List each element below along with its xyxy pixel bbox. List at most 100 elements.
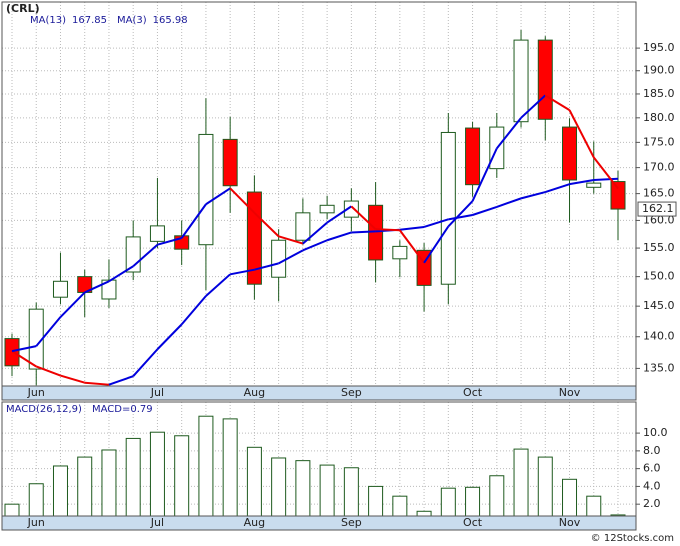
ma-line-segment bbox=[180, 203, 207, 239]
ma-line-segment bbox=[229, 187, 256, 214]
y-tick-label: 140.0 bbox=[643, 330, 675, 343]
ma-line-segment bbox=[520, 191, 546, 200]
ma-line-segment bbox=[278, 235, 304, 245]
candle-body bbox=[149, 225, 165, 242]
price-frame bbox=[1, 1, 637, 401]
ma-line-segment bbox=[60, 374, 86, 384]
macd-value: 0.79 bbox=[130, 404, 152, 415]
ma-line-segment bbox=[326, 231, 352, 242]
ma-line-segment bbox=[59, 291, 86, 318]
x-tick-label: Sep bbox=[341, 386, 362, 399]
candle-body bbox=[343, 200, 359, 218]
legend-value: 165.98 bbox=[153, 15, 188, 26]
ma-line-segment bbox=[35, 316, 62, 347]
ma-line-segment bbox=[350, 205, 377, 230]
x-tick-label: Aug bbox=[244, 386, 265, 399]
last-price-label: 162.1 bbox=[642, 202, 674, 215]
macd-bar bbox=[198, 415, 214, 517]
candle-body bbox=[319, 204, 335, 214]
macd-bar bbox=[149, 431, 165, 517]
ma-line-segment bbox=[156, 323, 183, 350]
legend-label: MA(13) bbox=[30, 15, 66, 26]
x-tick-label: Oct bbox=[463, 516, 483, 529]
y-tick-label: 135.0 bbox=[643, 361, 675, 374]
legend-label: MA(3) bbox=[117, 15, 147, 26]
candle-body bbox=[610, 181, 626, 210]
ma-line-segment bbox=[496, 117, 522, 149]
candle-body bbox=[440, 131, 456, 285]
y-tick-label: 10.0 bbox=[643, 426, 668, 439]
macd-bar bbox=[562, 478, 578, 517]
macd-bar bbox=[513, 448, 529, 517]
ma-line-segment bbox=[447, 200, 474, 228]
candle-body bbox=[562, 126, 578, 181]
ma-line-segment bbox=[132, 243, 159, 267]
macd-bar bbox=[222, 418, 238, 517]
candle-body bbox=[586, 182, 602, 188]
ma-line-segment bbox=[399, 225, 425, 231]
y-tick-label: 170.0 bbox=[643, 161, 675, 174]
ma-line-segment bbox=[302, 239, 328, 252]
ma-line-segment bbox=[520, 94, 546, 119]
macd-bar bbox=[4, 503, 20, 517]
macd-bar bbox=[537, 456, 553, 517]
x-tick-label: Nov bbox=[559, 516, 581, 529]
ma-line-segment bbox=[593, 177, 619, 181]
macd-bar bbox=[295, 460, 311, 517]
ma-line-segment bbox=[302, 221, 328, 245]
macd-title: MACD(26,12,9) bbox=[6, 404, 82, 415]
ma-line-segment bbox=[157, 237, 182, 246]
ma-line-segment bbox=[205, 187, 231, 206]
ma-line-segment bbox=[472, 205, 498, 216]
ma-line-segment bbox=[423, 225, 450, 264]
ma-line-segment bbox=[592, 156, 619, 190]
y-tick-label: 175.0 bbox=[643, 135, 675, 148]
ma-line-segment bbox=[205, 273, 231, 297]
macd-sep: = bbox=[122, 404, 130, 415]
y-tick-label: 185.0 bbox=[643, 87, 675, 100]
y-tick-label: 165.0 bbox=[643, 187, 675, 200]
ma-line-segment bbox=[471, 147, 498, 202]
plot-area bbox=[2, 2, 636, 517]
ma-line-segment bbox=[326, 205, 352, 224]
x-tick-label: Sep bbox=[341, 516, 362, 529]
macd-bar bbox=[174, 435, 190, 517]
ma-line-segment bbox=[278, 249, 304, 265]
ma-line-segment bbox=[351, 230, 376, 234]
x-axis-band bbox=[2, 386, 636, 400]
x-tick-label: Jun bbox=[27, 516, 45, 529]
ma-line-segment bbox=[253, 212, 280, 238]
candle-body bbox=[513, 39, 529, 123]
macd-frame bbox=[1, 401, 637, 531]
ma-line-segment bbox=[84, 381, 110, 386]
macd-bar bbox=[125, 437, 141, 517]
macd-bar bbox=[319, 464, 335, 517]
candle-body bbox=[222, 138, 238, 187]
y-tick-label: 8.0 bbox=[643, 444, 661, 457]
candle-body bbox=[537, 39, 553, 120]
x-tick-label: Nov bbox=[559, 386, 581, 399]
y-tick-label: 155.0 bbox=[643, 241, 675, 254]
candle-body bbox=[368, 204, 384, 261]
candle-body bbox=[465, 127, 481, 186]
candle-body bbox=[52, 280, 68, 298]
macd-bar bbox=[586, 495, 602, 517]
macd-bar bbox=[77, 456, 93, 517]
y-tick-label: 195.0 bbox=[643, 41, 675, 54]
x-tick-label: Jun bbox=[27, 386, 45, 399]
y-tick-label: 4.0 bbox=[643, 479, 661, 492]
x-tick-label: Oct bbox=[463, 386, 483, 399]
y-tick-label: 2.0 bbox=[643, 497, 661, 510]
macd-name: MACD bbox=[92, 404, 122, 415]
macd-bar bbox=[52, 465, 68, 517]
macd-bar bbox=[271, 457, 287, 517]
last-price-box bbox=[637, 201, 677, 217]
macd-bar bbox=[246, 446, 262, 517]
ma-line-segment bbox=[568, 109, 595, 158]
x-tick-label: Jul bbox=[150, 516, 164, 529]
x-axis-band bbox=[2, 516, 636, 530]
candle-body bbox=[295, 212, 311, 241]
candle-body bbox=[271, 239, 287, 278]
ma-line-segment bbox=[448, 214, 473, 221]
